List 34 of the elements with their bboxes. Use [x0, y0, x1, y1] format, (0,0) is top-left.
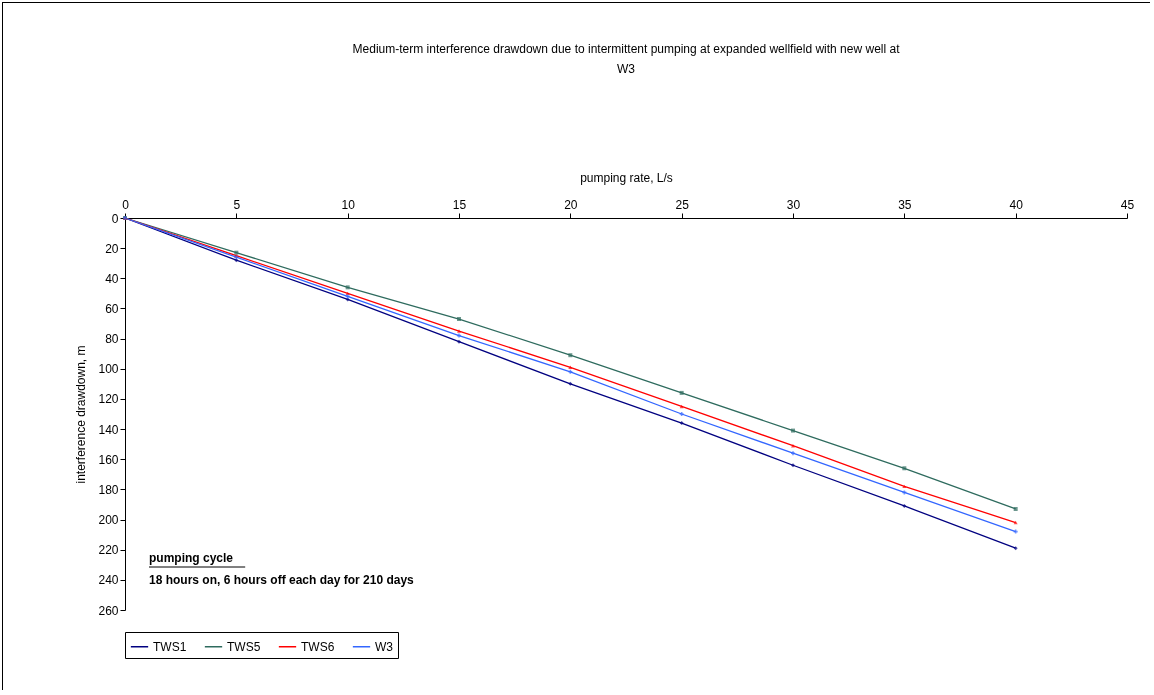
y-tick-label: 40 — [105, 271, 119, 286]
text: Medium-term interference drawdown due to intermittent pumping at expanded wellfield with new well at — [352, 42, 900, 56]
y-tick-label: 100 — [98, 362, 119, 377]
x-tick-label: 35 — [898, 197, 912, 212]
x-tick-label: 40 — [1009, 197, 1024, 212]
y-tick-label: 180 — [98, 482, 119, 497]
annotation: pumping cycle — [149, 551, 234, 565]
y-tick-label: 140 — [98, 422, 119, 437]
y-tick-label: 200 — [98, 513, 119, 528]
legend-label: W3 — [375, 639, 394, 654]
y-tick-label: 240 — [98, 573, 119, 588]
legend-label: TWS5 — [227, 639, 261, 654]
legend-label: TWS1 — [153, 639, 187, 654]
y-tick-label: 260 — [98, 603, 119, 618]
y-tick-label: 120 — [98, 392, 119, 407]
text: W3 — [617, 62, 635, 76]
x-tick-label: 45 — [1120, 197, 1135, 212]
y-tick-label: 20 — [105, 241, 119, 256]
x-axis-title: pumping rate, L/s — [580, 170, 673, 185]
y-tick-label: 160 — [98, 452, 119, 467]
x-tick-label: 5 — [233, 197, 241, 212]
x-tick-label: 30 — [786, 197, 801, 212]
y-tick-label: 60 — [105, 301, 119, 316]
x-tick-label: 25 — [675, 197, 690, 212]
y-tick-label: 80 — [105, 332, 119, 347]
y-axis-title: interference drawdown, m — [74, 345, 89, 484]
x-tick-label: 15 — [452, 197, 467, 212]
x-tick-label: 10 — [341, 197, 356, 212]
y-tick-label: 0 — [111, 211, 119, 226]
annotation: 18 hours on, 6 hours off each day for 210 days — [149, 573, 415, 587]
y-tick-label: 220 — [98, 543, 119, 558]
legend-label: TWS6 — [301, 639, 335, 654]
x-tick-label: 0 — [122, 197, 130, 212]
x-tick-label: 20 — [564, 197, 578, 212]
